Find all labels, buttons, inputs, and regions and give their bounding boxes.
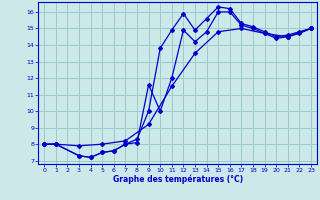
X-axis label: Graphe des températures (°C): Graphe des températures (°C) xyxy=(113,175,243,184)
